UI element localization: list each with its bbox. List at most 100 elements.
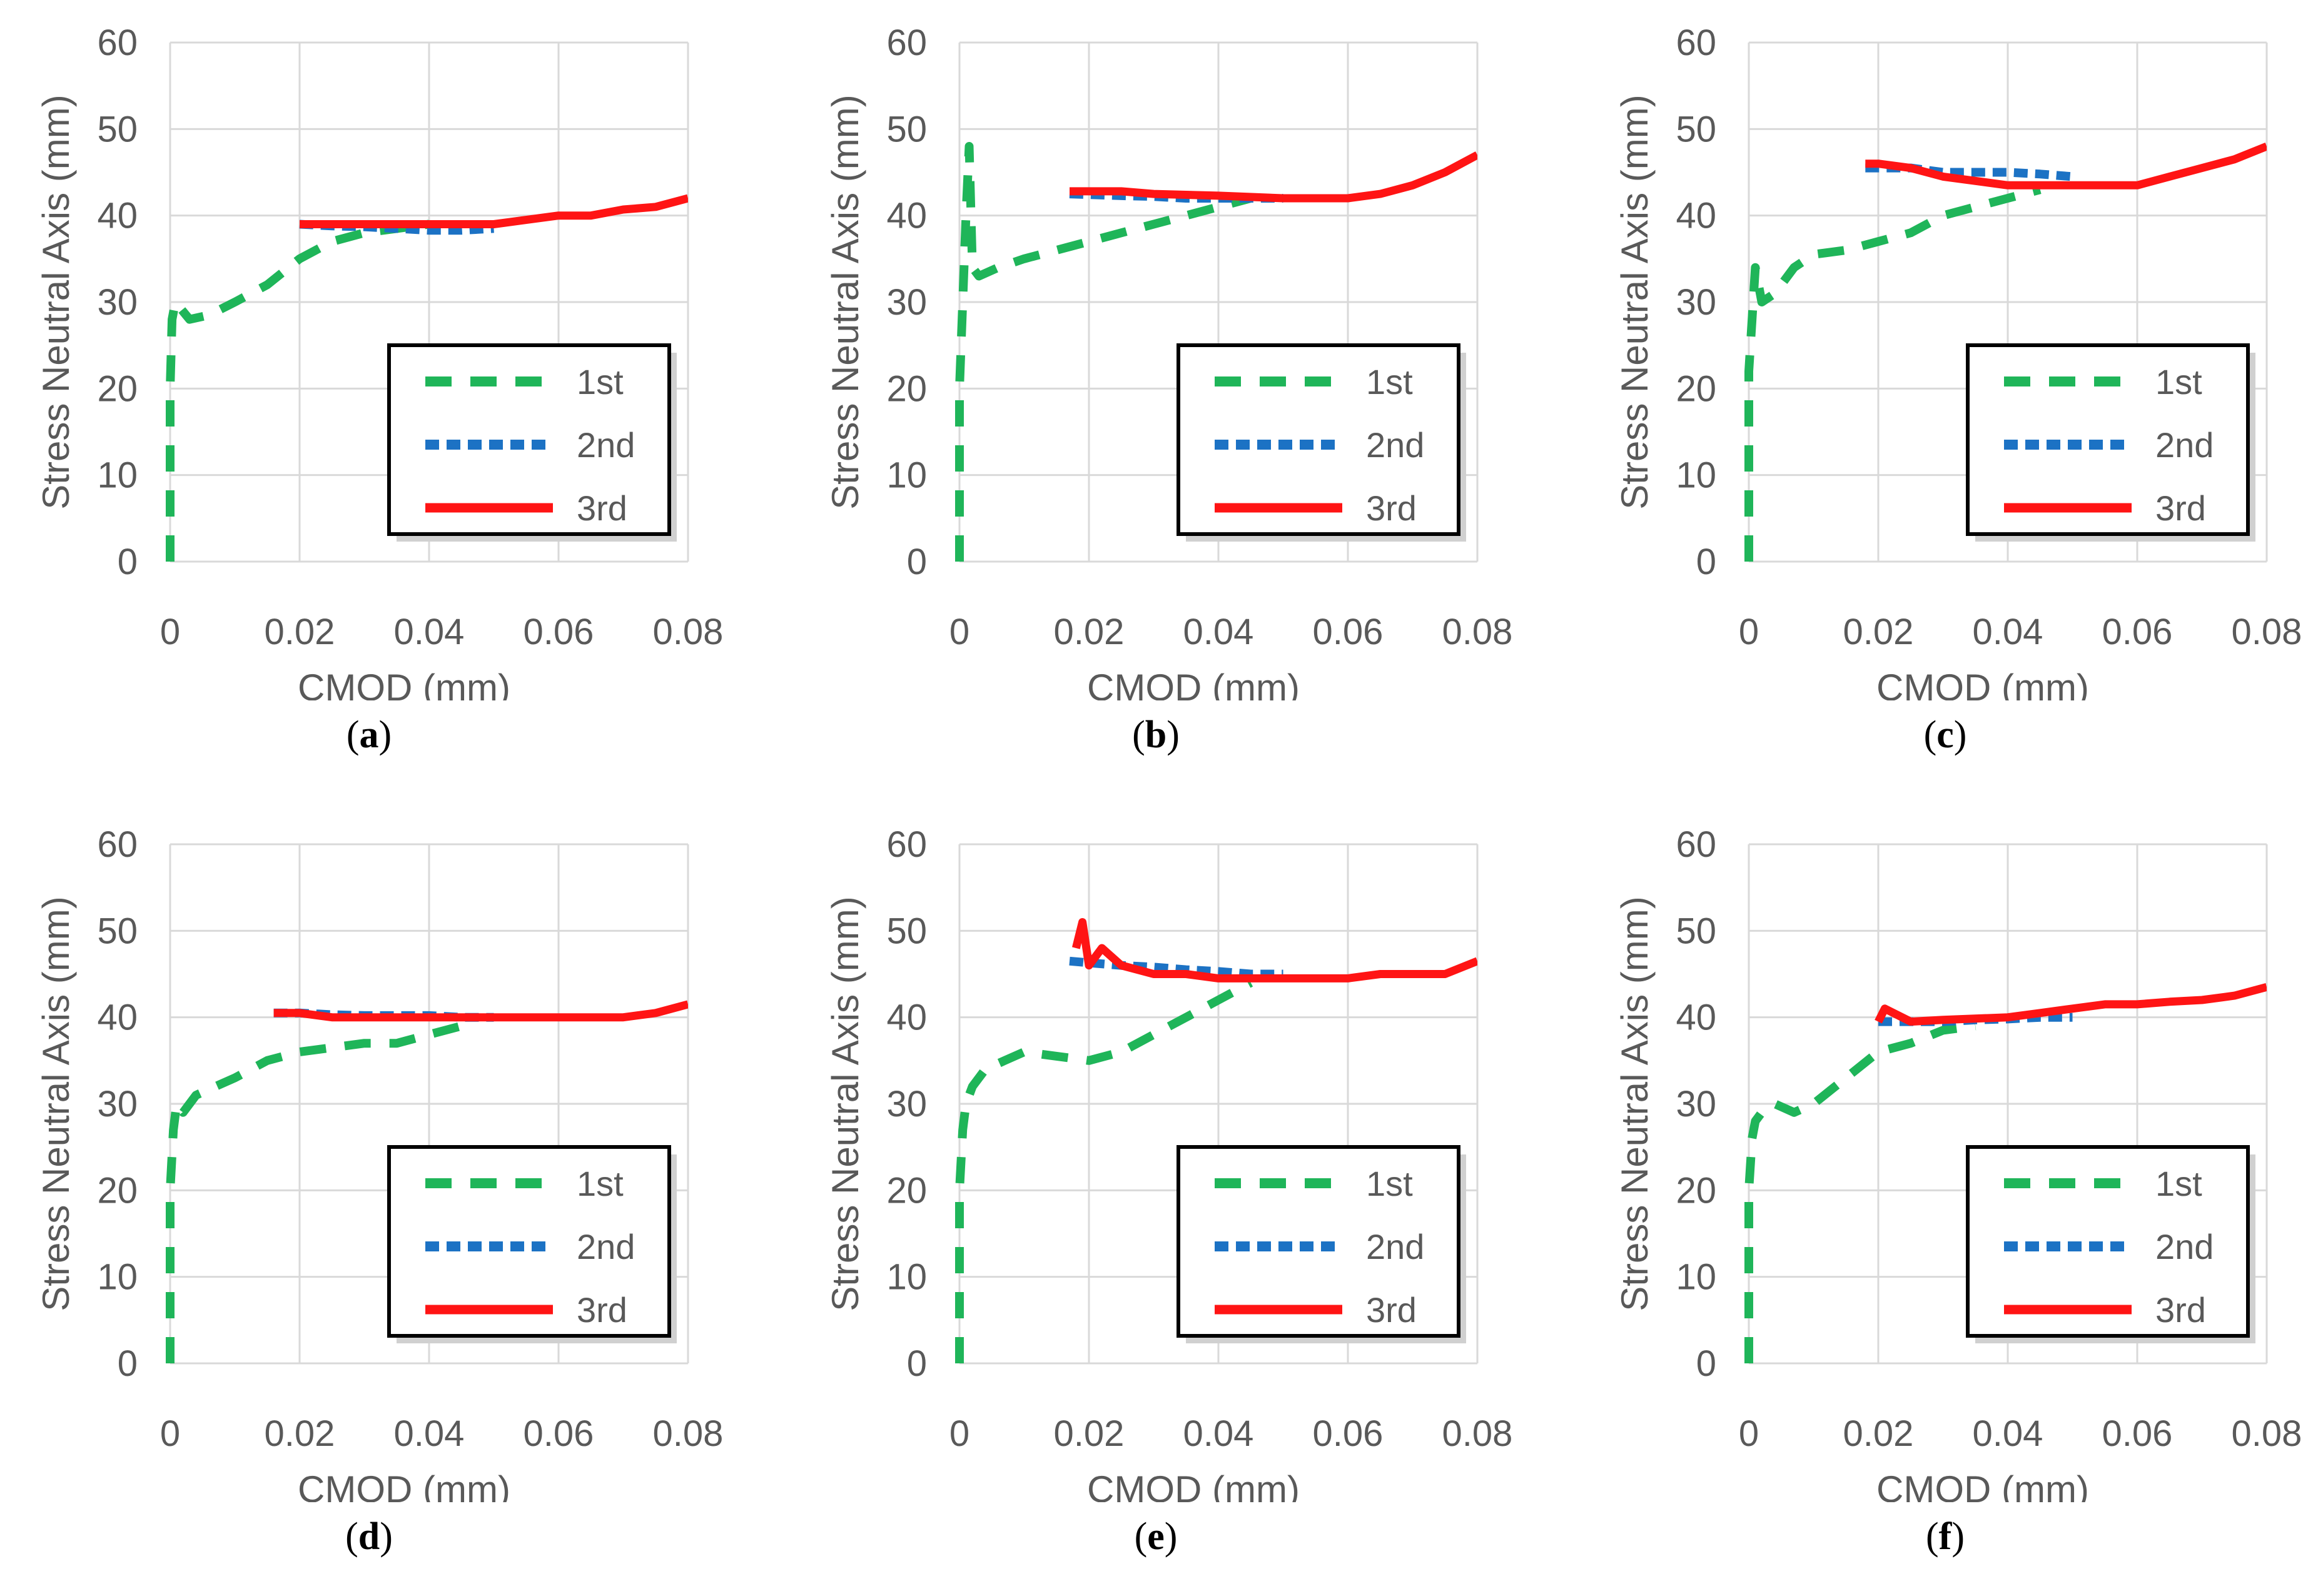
y-axis-label: Stress Neutral Axis (mm): [1614, 896, 1656, 1311]
y-tick-label: 60: [886, 23, 927, 63]
y-axis-label: Stress Neutral Axis (mm): [1614, 94, 1656, 509]
x-tick-label: 0.04: [394, 612, 465, 652]
x-tick-label: 0: [1739, 1413, 1759, 1454]
x-tick-label: 0.02: [265, 612, 335, 652]
panel-caption: (a): [346, 714, 392, 756]
legend-label: 1st: [577, 362, 624, 402]
y-tick-label: 20: [886, 1170, 927, 1211]
y-tick-label: 30: [1676, 1084, 1716, 1124]
x-axis-label: CMOD (mm): [298, 667, 510, 700]
y-tick-label: 50: [97, 911, 138, 951]
y-tick-label: 30: [1676, 282, 1716, 323]
series-line-1st: [166, 220, 430, 562]
y-tick-label: 20: [97, 1170, 138, 1211]
chart-panel-c: 0 10 20 30 40 50 60 0 0.02 0.04 0.06 0.08 CMOD (mm) S…: [1579, 0, 2323, 794]
y-tick-label: 50: [886, 911, 927, 951]
chart-svg: 0 10 20 30 40 50 60 0 0.02 0.04 0.06 0.08 CMOD (mm) S…: [35, 23, 724, 700]
x-tick-label: 0: [160, 1413, 180, 1454]
legend-label: 2nd: [1366, 1227, 1424, 1266]
y-tick-label: 0: [1696, 1343, 1716, 1384]
x-tick-label: 0: [949, 1413, 969, 1454]
x-tick-label: 0.06: [2102, 612, 2173, 652]
legend-label: 1st: [2155, 362, 2202, 402]
y-tick-label: 30: [97, 282, 138, 323]
y-tick-label: 10: [886, 455, 927, 496]
y-tick-label: 40: [97, 998, 138, 1038]
x-tick-label: 0.02: [1843, 612, 1914, 652]
series-line-1st: [166, 1021, 463, 1363]
x-tick-label: 0: [160, 612, 180, 652]
y-tick-label: 10: [97, 455, 138, 496]
y-tick-label: 20: [1676, 368, 1716, 409]
x-tick-label: 0.02: [265, 1413, 335, 1454]
y-tick-label: 0: [118, 1343, 138, 1384]
x-tick-label: 0.08: [2232, 1413, 2302, 1454]
series-line-1st: [955, 979, 1253, 1363]
chart-svg: 0 10 20 30 40 50 60 0 0.02 0.04 0.06 0.08 CMOD (mm) S…: [824, 824, 1513, 1502]
x-tick-label: 0.06: [1313, 612, 1384, 652]
y-tick-label: 40: [886, 998, 927, 1038]
y-tick-label: 30: [886, 1084, 927, 1124]
y-tick-label: 40: [886, 196, 927, 236]
x-axis-label: CMOD (mm): [1876, 1468, 2089, 1502]
panel-caption: (b): [1132, 714, 1180, 756]
legend-label: 3rd: [577, 488, 627, 528]
chart-svg: 0 10 20 30 40 50 60 0 0.02 0.04 0.06 0.08 CMOD (mm) S…: [1614, 23, 2302, 700]
x-axis-label: CMOD (mm): [298, 1468, 510, 1502]
y-tick-label: 30: [886, 282, 927, 323]
y-tick-label: 40: [1676, 998, 1716, 1038]
chart-panel-e: 0 10 20 30 40 50 60 0 0.02 0.04 0.06 0.08 CMOD (mm) S…: [789, 802, 1564, 1596]
panel-caption: (c): [1923, 714, 1967, 756]
y-tick-label: 0: [1696, 542, 1716, 582]
y-axis-label: Stress Neutral Axis (mm): [824, 896, 866, 1311]
y-axis-label: Stress Neutral Axis (mm): [824, 94, 866, 509]
y-tick-label: 10: [1676, 455, 1716, 496]
y-tick-label: 40: [97, 196, 138, 236]
x-tick-label: 0.08: [653, 1413, 724, 1454]
y-axis-label: Stress Neutral Axis (mm): [35, 94, 77, 509]
legend-label: 1st: [2155, 1164, 2202, 1203]
x-axis-label: CMOD (mm): [1087, 1468, 1300, 1502]
chart-svg: 0 10 20 30 40 50 60 0 0.02 0.04 0.06 0.08 CMOD (mm) S…: [824, 23, 1513, 700]
chart-panel-b: 0 10 20 30 40 50 60 0 0.02 0.04 0.06 0.08 CMOD (mm) S…: [789, 0, 1564, 794]
x-tick-label: 0.08: [2232, 612, 2302, 652]
chart-panel-f: 0 10 20 30 40 50 60 0 0.02 0.04 0.06 0.08 CMOD (mm) S…: [1579, 802, 2323, 1596]
x-axis-label: CMOD (mm): [1087, 667, 1300, 700]
legend-label: 2nd: [1366, 425, 1424, 465]
y-tick-label: 20: [97, 368, 138, 409]
chart-panel-a: 0 10 20 30 40 50 60 0 0.02 0.04 0.06 0.08 CMOD (mm) S…: [0, 0, 774, 794]
x-tick-label: 0.02: [1054, 1413, 1125, 1454]
series-line-3rd: [1875, 983, 2267, 1026]
y-tick-label: 10: [1676, 1257, 1716, 1298]
legend-label: 3rd: [1366, 488, 1417, 528]
panel-caption: (d): [345, 1515, 393, 1558]
legend-label: 2nd: [2155, 1227, 2214, 1266]
series-line-3rd: [300, 194, 688, 228]
series-line-1st: [955, 142, 1252, 562]
legend-label: 3rd: [2155, 1290, 2206, 1330]
series-line-1st: [1744, 1021, 1976, 1363]
legend-label: 2nd: [577, 1227, 635, 1266]
y-tick-label: 60: [97, 824, 138, 865]
x-tick-label: 0.02: [1054, 612, 1125, 652]
x-tick-label: 0.08: [1442, 1413, 1513, 1454]
y-tick-label: 50: [1676, 109, 1716, 149]
y-tick-label: 60: [97, 23, 138, 63]
series-line-3rd: [1070, 151, 1477, 203]
y-tick-label: 10: [97, 1257, 138, 1298]
x-tick-label: 0.08: [1442, 612, 1513, 652]
legend-label: 1st: [577, 1164, 624, 1203]
y-tick-label: 0: [118, 542, 138, 582]
y-tick-label: 60: [1676, 23, 1716, 63]
legend-label: 3rd: [1366, 1290, 1417, 1330]
x-tick-label: 0.04: [1183, 612, 1254, 652]
legend-label: 3rd: [2155, 488, 2206, 528]
y-tick-label: 10: [886, 1257, 927, 1298]
legend-label: 1st: [1366, 1164, 1413, 1203]
x-tick-label: 0.06: [2102, 1413, 2173, 1454]
legend-label: 2nd: [2155, 425, 2214, 465]
x-tick-label: 0.08: [653, 612, 724, 652]
y-tick-label: 30: [97, 1084, 138, 1124]
y-tick-label: 40: [1676, 196, 1716, 236]
